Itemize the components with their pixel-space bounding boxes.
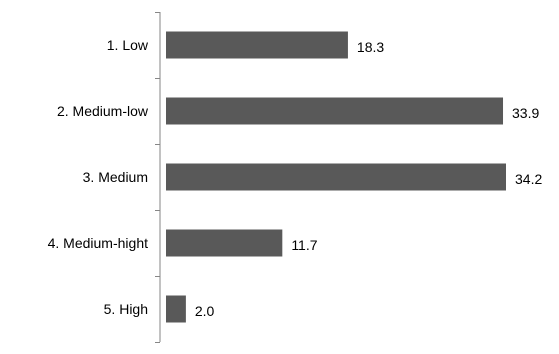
bar [166, 31, 348, 59]
category-label: 2. Medium-low [57, 103, 149, 119]
labels-layer: 1. Low 18.3 2. Medium-low 33.9 3. Medium 34.2… [48, 37, 543, 319]
bar [166, 295, 186, 323]
category-label: 1. Low [107, 37, 149, 53]
data-label: 18.3 [357, 39, 384, 55]
data-label: 11.7 [291, 237, 317, 253]
category-label: 4. Medium-hight [48, 235, 148, 251]
bars-layer [166, 31, 506, 323]
data-label: 33.9 [512, 105, 539, 121]
category-label: 3. Medium [83, 169, 148, 185]
data-label: 2.0 [195, 303, 215, 319]
bar [166, 163, 506, 191]
category-label: 5. High [104, 301, 148, 317]
axis-layer [155, 12, 161, 343]
bar [166, 229, 283, 257]
bar [166, 97, 504, 125]
data-label: 34.2 [515, 171, 542, 187]
